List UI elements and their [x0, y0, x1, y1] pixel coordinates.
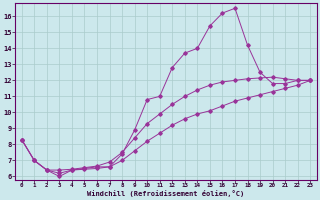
- X-axis label: Windchill (Refroidissement éolien,°C): Windchill (Refroidissement éolien,°C): [87, 190, 244, 197]
